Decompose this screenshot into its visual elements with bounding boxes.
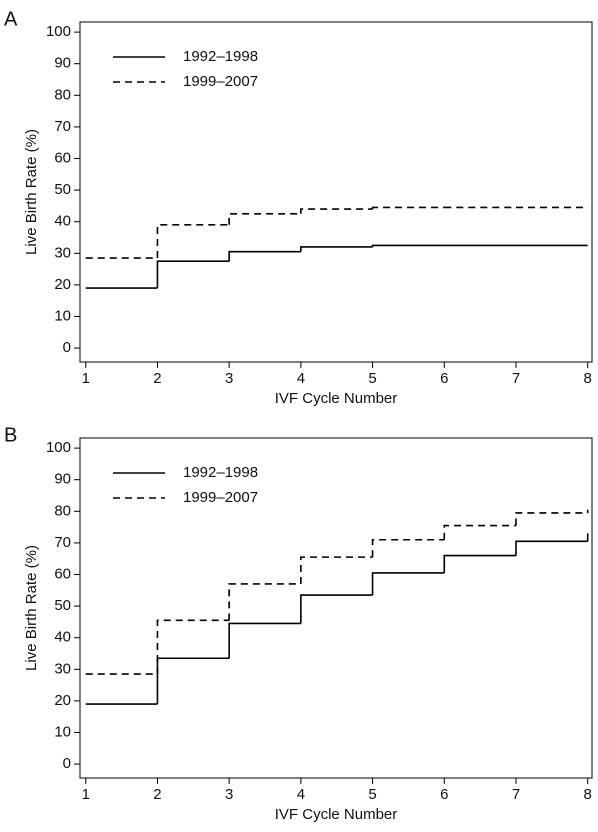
y-tick-label: 70 <box>54 118 71 135</box>
legend-label: 1992–1998 <box>183 464 258 481</box>
legend-label: 1999–2007 <box>183 489 258 506</box>
panel-label: B <box>4 424 17 446</box>
y-axis-label: Live Birth Rate (%) <box>23 129 40 255</box>
step-segment <box>228 622 301 659</box>
y-tick-label: 90 <box>54 471 71 488</box>
step-segment <box>371 572 445 596</box>
plot-frame <box>79 21 593 363</box>
step-segment <box>300 208 373 214</box>
step-segment <box>228 583 301 621</box>
y-tick-label: 50 <box>54 597 71 614</box>
step-segment <box>156 260 230 289</box>
step-segment <box>228 250 301 262</box>
step-segment <box>371 206 445 210</box>
y-tick-label: 20 <box>54 692 71 709</box>
x-tick-label: 8 <box>584 786 592 803</box>
y-tick-label: 60 <box>54 565 71 582</box>
step-segment <box>371 244 445 247</box>
x-axis-label: IVF Cycle Number <box>275 806 398 823</box>
y-tick-label: 30 <box>54 244 71 261</box>
step-segment <box>228 213 301 225</box>
x-tick-label: 8 <box>584 370 592 387</box>
plot-frame <box>79 437 593 779</box>
step-segment <box>300 594 373 624</box>
x-tick-label: 6 <box>440 370 448 387</box>
x-tick-label: 1 <box>82 786 90 803</box>
x-tick-label: 1 <box>82 370 90 387</box>
x-tick-label: 2 <box>153 370 161 387</box>
x-tick-label: 7 <box>512 786 520 803</box>
step-segment <box>443 554 516 573</box>
step-segment <box>515 512 588 526</box>
y-tick-label: 20 <box>54 276 71 293</box>
step-segment <box>300 556 373 584</box>
legend-label: 1999–2007 <box>183 73 258 90</box>
x-tick-label: 5 <box>368 370 376 387</box>
y-tick-label: 0 <box>63 339 71 356</box>
x-tick-label: 4 <box>297 370 305 387</box>
x-tick-label: 7 <box>512 370 520 387</box>
step-segment <box>156 224 230 259</box>
step-segment <box>443 524 516 540</box>
y-tick-label: 60 <box>54 149 71 166</box>
x-tick-label: 6 <box>440 786 448 803</box>
y-tick-label: 30 <box>54 660 71 677</box>
legend-label: 1992–1998 <box>183 48 258 65</box>
y-tick-label: 80 <box>54 502 71 519</box>
y-tick-label: 0 <box>63 755 71 772</box>
x-tick-label: 5 <box>368 786 376 803</box>
step-segment <box>515 540 588 556</box>
x-tick-label: 3 <box>225 786 233 803</box>
step-segment <box>300 246 373 252</box>
y-axis-label: Live Birth Rate (%) <box>23 545 40 671</box>
panel-label: A <box>4 8 18 30</box>
x-tick-label: 2 <box>153 786 161 803</box>
x-tick-label: 3 <box>225 370 233 387</box>
x-tick-label: 4 <box>297 786 305 803</box>
y-tick-label: 100 <box>46 23 71 40</box>
step-segment <box>371 538 445 558</box>
y-tick-label: 40 <box>54 629 71 646</box>
x-axis-label: IVF Cycle Number <box>275 390 398 407</box>
y-tick-label: 80 <box>54 86 71 103</box>
y-tick-label: 10 <box>54 307 71 324</box>
step-segment <box>156 619 230 675</box>
step-segment <box>156 657 230 705</box>
y-tick-label: 90 <box>54 55 71 72</box>
y-tick-label: 70 <box>54 534 71 551</box>
y-tick-label: 100 <box>46 439 71 456</box>
y-tick-label: 50 <box>54 181 71 198</box>
y-tick-label: 40 <box>54 213 71 230</box>
y-tick-label: 10 <box>54 723 71 740</box>
